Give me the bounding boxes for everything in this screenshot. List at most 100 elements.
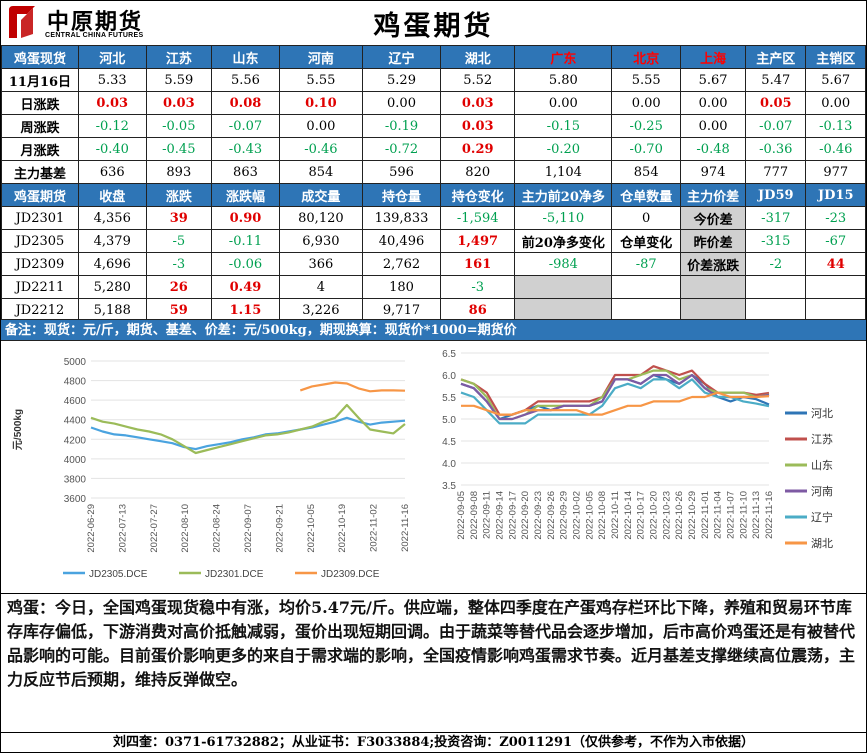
table-cell: 0.00 xyxy=(805,91,866,115)
spot-chart: 3.5 4.0 4.5 5.0 5.5 6.0 6.5 2022-09-05 2022-09-0… xyxy=(425,343,865,591)
x-tick-label: 2022-08-10 xyxy=(180,504,191,553)
table-cell: -0.12 xyxy=(77,114,147,138)
table-cell: -3 xyxy=(440,275,516,299)
x-tick-label: 2022-10-11 xyxy=(610,491,621,539)
x-tick-label: 2022-11-01 xyxy=(700,491,711,539)
table-cell: -0.25 xyxy=(611,114,682,138)
table-cell: 5.67 xyxy=(680,68,747,92)
y-tick-label: 4200 xyxy=(64,435,87,446)
table-cell: 昨价差 xyxy=(680,229,747,253)
table-cell: -1,594 xyxy=(440,206,516,230)
table-cell: 前20净多变化 xyxy=(514,229,613,253)
table-cell: 0.00 xyxy=(611,91,682,115)
table-cell: -984 xyxy=(514,252,613,276)
series-line xyxy=(90,403,406,455)
table-cell: 5.33 xyxy=(77,68,147,92)
table-cell: 5.47 xyxy=(745,68,807,92)
futures-row-jd2305: JD2305 4,379 -5 -0.11 6,930 40,496 1,497… xyxy=(1,229,866,253)
table-cell: 977 xyxy=(805,160,866,184)
table-cell: 863 xyxy=(211,160,280,184)
table-cell: 596 xyxy=(361,160,442,184)
table-cell: 5.55 xyxy=(278,68,363,92)
table-cell: -0.13 xyxy=(805,114,866,138)
title-bar: 中原期货 CENTRAL CHINA FUTURES 鸡蛋期货 xyxy=(1,1,866,46)
table-cell xyxy=(611,275,682,299)
legend-label: JD2309.DCE xyxy=(321,569,380,580)
table-cell: -0.43 xyxy=(211,137,280,161)
table-cell: -0.40 xyxy=(77,137,147,161)
table-cell: 44 xyxy=(805,252,866,276)
table-cell: 0.03 xyxy=(77,91,147,115)
table-cell: -0.70 xyxy=(611,137,682,161)
x-tick-label: 2022-10-26 xyxy=(674,491,685,540)
legend-label: 山东 xyxy=(811,459,833,472)
spot-row-monthly: 月涨跌 -0.40 -0.45 -0.43 -0.46 -0.72 0.29 -… xyxy=(1,137,866,161)
x-tick-label: 2022-08-24 xyxy=(212,504,223,553)
spot-header-cell: 辽宁 xyxy=(361,45,442,69)
logo-text-en: CENTRAL CHINA FUTURES xyxy=(45,32,144,39)
futures-chart-svg: 3600 3800 4000 4200 4400 4600 4800 5000 2022-06-… xyxy=(12,357,411,580)
table-cell: 0.00 xyxy=(514,91,613,115)
table-cell: 0 xyxy=(611,206,682,230)
table-cell: 139,833 xyxy=(361,206,442,230)
x-tick-label: 2022-09-23 xyxy=(533,491,544,540)
table-cell: 1,104 xyxy=(514,160,613,184)
table-cell: 26 xyxy=(145,275,213,299)
table-cell: 39 xyxy=(145,206,213,230)
table-cell: 5.80 xyxy=(514,68,613,92)
row-label: 月涨跌 xyxy=(1,137,79,161)
table-cell: 4,696 xyxy=(77,252,147,276)
futures-row-jd2211: JD2211 5,280 26 0.49 4 180 -3 xyxy=(1,275,866,299)
table-cell: -317 xyxy=(745,206,807,230)
table-cell: 86 xyxy=(440,298,516,322)
x-tick-label: 2022-09-29 xyxy=(559,491,570,540)
futures-header-cell: 持仓量 xyxy=(361,183,442,207)
x-tick-label: 2022-09-08 xyxy=(469,491,480,540)
spot-row-daily: 日涨跌 0.03 0.03 0.08 0.10 0.00 0.03 0.00 0… xyxy=(1,91,866,115)
table-cell: 5.55 xyxy=(611,68,682,92)
spot-header-cell: 河北 xyxy=(77,45,147,69)
futures-header-cell: 收盘 xyxy=(77,183,147,207)
table-cell: 80,120 xyxy=(278,206,363,230)
x-tick-label: 2022-11-02 xyxy=(369,504,380,552)
table-cell: 40,496 xyxy=(361,229,442,253)
futures-header-cell: 主力价差 xyxy=(680,183,747,207)
table-cell: 2,762 xyxy=(361,252,442,276)
legend-label: 湖北 xyxy=(811,537,833,550)
table-cell: 0.03 xyxy=(145,91,213,115)
table-cell: -87 xyxy=(611,252,682,276)
table-cell: -5 xyxy=(145,229,213,253)
spot-header-cell: 湖北 xyxy=(440,45,516,69)
x-tick-label: 2022-11-04 xyxy=(713,491,724,539)
table-cell: 5.56 xyxy=(211,68,280,92)
row-label: 日涨跌 xyxy=(1,91,79,115)
x-tick-label: 2022-10-17 xyxy=(636,491,647,540)
table-cell xyxy=(745,275,807,299)
legend-label: JD2305.DCE xyxy=(89,569,148,580)
table-cell: 今价差 xyxy=(680,206,747,230)
table-cell: 180 xyxy=(361,275,442,299)
table-cell: 0.00 xyxy=(680,91,747,115)
table-cell: -3 xyxy=(145,252,213,276)
y-tick-label: 4800 xyxy=(64,377,87,388)
table-cell: 4,356 xyxy=(77,206,147,230)
table-cell: 0.49 xyxy=(211,275,280,299)
table-cell: 161 xyxy=(440,252,516,276)
table-cell xyxy=(514,275,613,299)
spot-header-cell: 广东 xyxy=(514,45,613,69)
price-table: 鸡蛋现货 河北 江苏 山东 河南 辽宁 湖北 广东 北京 上海 主产区 主销区 … xyxy=(1,45,866,322)
spot-header-cell: 江苏 xyxy=(145,45,213,69)
table-cell: 0.08 xyxy=(211,91,280,115)
footer-contact: 刘四奎：0371-61732882；从业证书：F3033884;投资咨询：Z00… xyxy=(1,732,866,753)
table-cell: 4,379 xyxy=(77,229,147,253)
table-cell xyxy=(805,298,866,322)
table-cell: 1.15 xyxy=(211,298,280,322)
table-cell: -23 xyxy=(805,206,866,230)
y-tick-label: 4.0 xyxy=(442,459,456,470)
x-tick-label: 2022-10-05 xyxy=(306,504,317,553)
row-label: JD2211 xyxy=(1,275,79,299)
table-cell: -315 xyxy=(745,229,807,253)
table-cell xyxy=(745,298,807,322)
table-cell: -0.05 xyxy=(145,114,213,138)
